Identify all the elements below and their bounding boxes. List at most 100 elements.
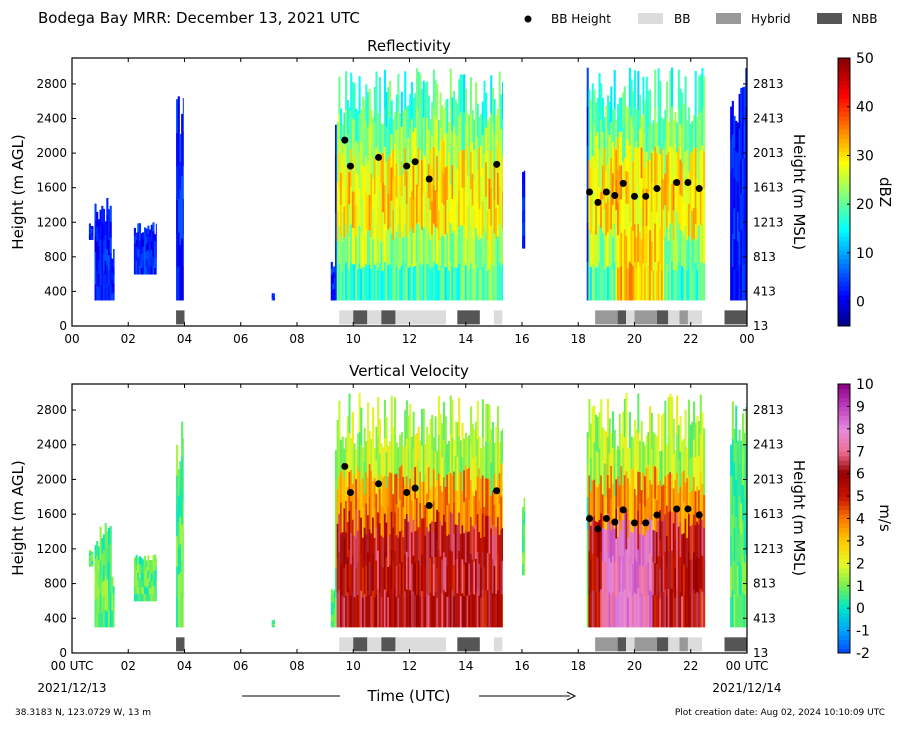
heatmap-cell <box>422 481 425 519</box>
heatmap-cell <box>644 475 647 507</box>
colorbar-tick-label: 10 <box>856 246 874 262</box>
heatmap-cell <box>106 214 109 233</box>
heatmap-cell <box>681 127 684 163</box>
heatmap-cell <box>419 224 422 263</box>
heatmap-cell <box>469 443 473 481</box>
heatmap-cell <box>731 551 734 590</box>
heatmap-cell <box>442 401 446 440</box>
heatmap-cell <box>388 190 392 228</box>
heatmap-cell <box>90 556 93 560</box>
heatmap-cell <box>343 112 346 145</box>
heatmap-cell <box>399 144 402 176</box>
heatmap-cell <box>738 128 741 164</box>
heatmap-cell <box>677 69 680 109</box>
heatmap-cell <box>96 540 99 556</box>
heatmap-cell <box>481 134 484 169</box>
heatmap-cell <box>471 141 474 174</box>
heatmap-cell <box>640 592 643 628</box>
heatmap-cell <box>622 555 625 592</box>
heatmap-cell <box>655 468 658 501</box>
colorbar-segment <box>838 236 850 242</box>
heatmap-cell <box>382 507 385 538</box>
heatmap-cell <box>138 593 142 602</box>
heatmap-cell <box>111 585 114 594</box>
heatmap-cell <box>666 474 669 506</box>
heatmap-cell <box>603 116 606 148</box>
heatmap-cell <box>152 265 155 275</box>
heatmap-cell <box>144 593 147 602</box>
heatmap-cell <box>498 472 501 504</box>
colorbar-segment <box>838 116 850 122</box>
bb-type-bar <box>679 637 688 652</box>
heatmap-cell <box>644 166 647 201</box>
heatmap-cell <box>671 473 674 513</box>
heatmap-cell <box>682 234 685 268</box>
heatmap-cell <box>385 91 388 128</box>
heatmap-cell <box>654 466 657 499</box>
heatmap-cell <box>109 237 112 254</box>
heatmap-cell <box>502 227 504 265</box>
heatmap-cell <box>365 264 368 301</box>
colorbar-segment <box>838 294 850 300</box>
heatmap-cell <box>689 270 692 301</box>
heatmap-cell <box>588 588 591 628</box>
heatmap-cell <box>368 88 371 125</box>
heatmap-cell <box>612 172 615 206</box>
heatmap-cell <box>686 239 689 271</box>
heatmap-cell <box>108 610 111 628</box>
heatmap-cell <box>647 160 650 196</box>
bb-type-bar <box>724 637 747 652</box>
heatmap-cell <box>149 244 152 253</box>
heatmap-cell <box>392 527 395 561</box>
heatmap-cell <box>595 414 598 451</box>
heatmap-cell <box>92 554 94 558</box>
heatmap-cell <box>458 435 461 475</box>
x-tick-label: 04 <box>177 332 192 346</box>
heatmap-cell <box>108 224 111 240</box>
heatmap-cell <box>623 157 626 194</box>
heatmap-cell <box>483 536 486 568</box>
bb-height-point <box>673 178 681 186</box>
heatmap-cell <box>142 260 145 268</box>
heatmap-cell <box>740 595 743 628</box>
colorbar-segment <box>838 75 850 81</box>
heatmap-cell <box>102 549 106 566</box>
start-date-label: 2021/12/13 <box>37 681 106 695</box>
heatmap-cell <box>703 225 706 264</box>
heatmap-cell <box>461 422 464 458</box>
heatmap-cell <box>671 396 674 436</box>
heatmap-cell <box>736 564 739 597</box>
heatmap-cell <box>424 565 427 597</box>
heatmap-cell <box>490 150 493 189</box>
heatmap-cell <box>466 468 469 501</box>
heatmap-cell <box>693 439 696 478</box>
heatmap-cell <box>491 592 494 628</box>
heatmap-cell <box>113 586 115 594</box>
colorbar-segment <box>838 446 850 452</box>
heatmap-cell <box>495 269 498 301</box>
heatmap-cell <box>502 191 504 228</box>
heatmap-cell <box>332 266 335 273</box>
heatmap-cell <box>703 593 706 628</box>
heatmap-cell <box>633 557 637 593</box>
heatmap-cell <box>358 150 361 189</box>
colorbar-segment <box>838 549 850 555</box>
heatmap-cell <box>417 262 420 301</box>
heatmap-cell <box>684 518 687 555</box>
heatmap-cell <box>627 567 630 598</box>
heatmap-cell <box>336 270 339 301</box>
heatmap-cell <box>671 106 674 146</box>
heatmap-cell <box>394 397 397 437</box>
bb-height-point <box>631 192 638 200</box>
heatmap-cell <box>738 528 741 562</box>
heatmap-cell <box>407 170 410 204</box>
heatmap-cell <box>639 197 642 233</box>
heatmap-cell <box>666 535 669 567</box>
heatmap-cell <box>603 430 606 464</box>
heatmap-cell <box>613 462 616 496</box>
colorbar-segment <box>838 308 850 314</box>
heatmap-cell <box>182 564 184 596</box>
heatmap-cell <box>664 268 667 301</box>
heatmap-cell <box>644 100 647 135</box>
